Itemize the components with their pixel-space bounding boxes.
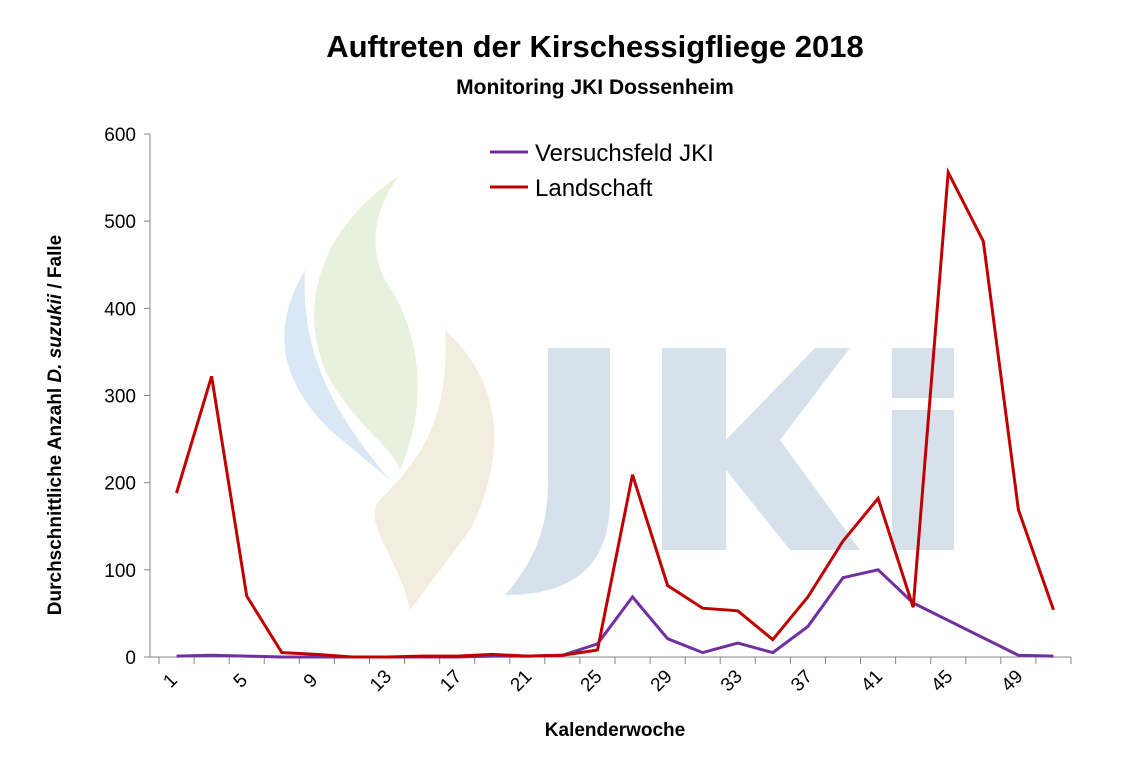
chart-subtitle: Monitoring JKI Dossenheim	[456, 76, 734, 99]
x-tick-label: 29	[647, 666, 677, 696]
x-axis-label: Kalenderwoche	[545, 720, 685, 741]
y-tick-label: 400	[104, 299, 136, 320]
x-tick-label: 9	[300, 670, 322, 692]
x-tick-label: 1	[159, 670, 181, 692]
legend-label: Landschaft	[535, 175, 653, 202]
y-axis-label: Durchschnittliche Anzahl D. suzukii / Fa…	[45, 235, 66, 615]
x-tick-label: 37	[787, 666, 817, 696]
x-tick-label: 45	[927, 666, 957, 696]
y-tick-label: 300	[104, 387, 136, 408]
x-tick-label: 25	[577, 666, 607, 696]
y-tick-label: 0	[125, 648, 136, 669]
legend-label: Versuchsfeld JKI	[535, 140, 714, 167]
y-tick-label: 100	[104, 561, 136, 582]
x-tick-label: 41	[857, 666, 887, 696]
x-tick-label: 49	[998, 666, 1028, 696]
y-tick-label: 500	[104, 212, 136, 233]
x-tick-label: 13	[366, 666, 396, 696]
chart-title: Auftreten der Kirschessigfliege 2018	[326, 29, 864, 64]
x-tick-label: 21	[507, 666, 537, 696]
x-tick-label: 5	[230, 670, 252, 692]
y-tick-label: 200	[104, 474, 136, 495]
y-tick-label: 600	[104, 125, 136, 146]
x-tick-label: 33	[717, 666, 747, 696]
series-line-versuchsfeld	[177, 570, 1054, 657]
x-tick-label: 17	[436, 666, 466, 696]
